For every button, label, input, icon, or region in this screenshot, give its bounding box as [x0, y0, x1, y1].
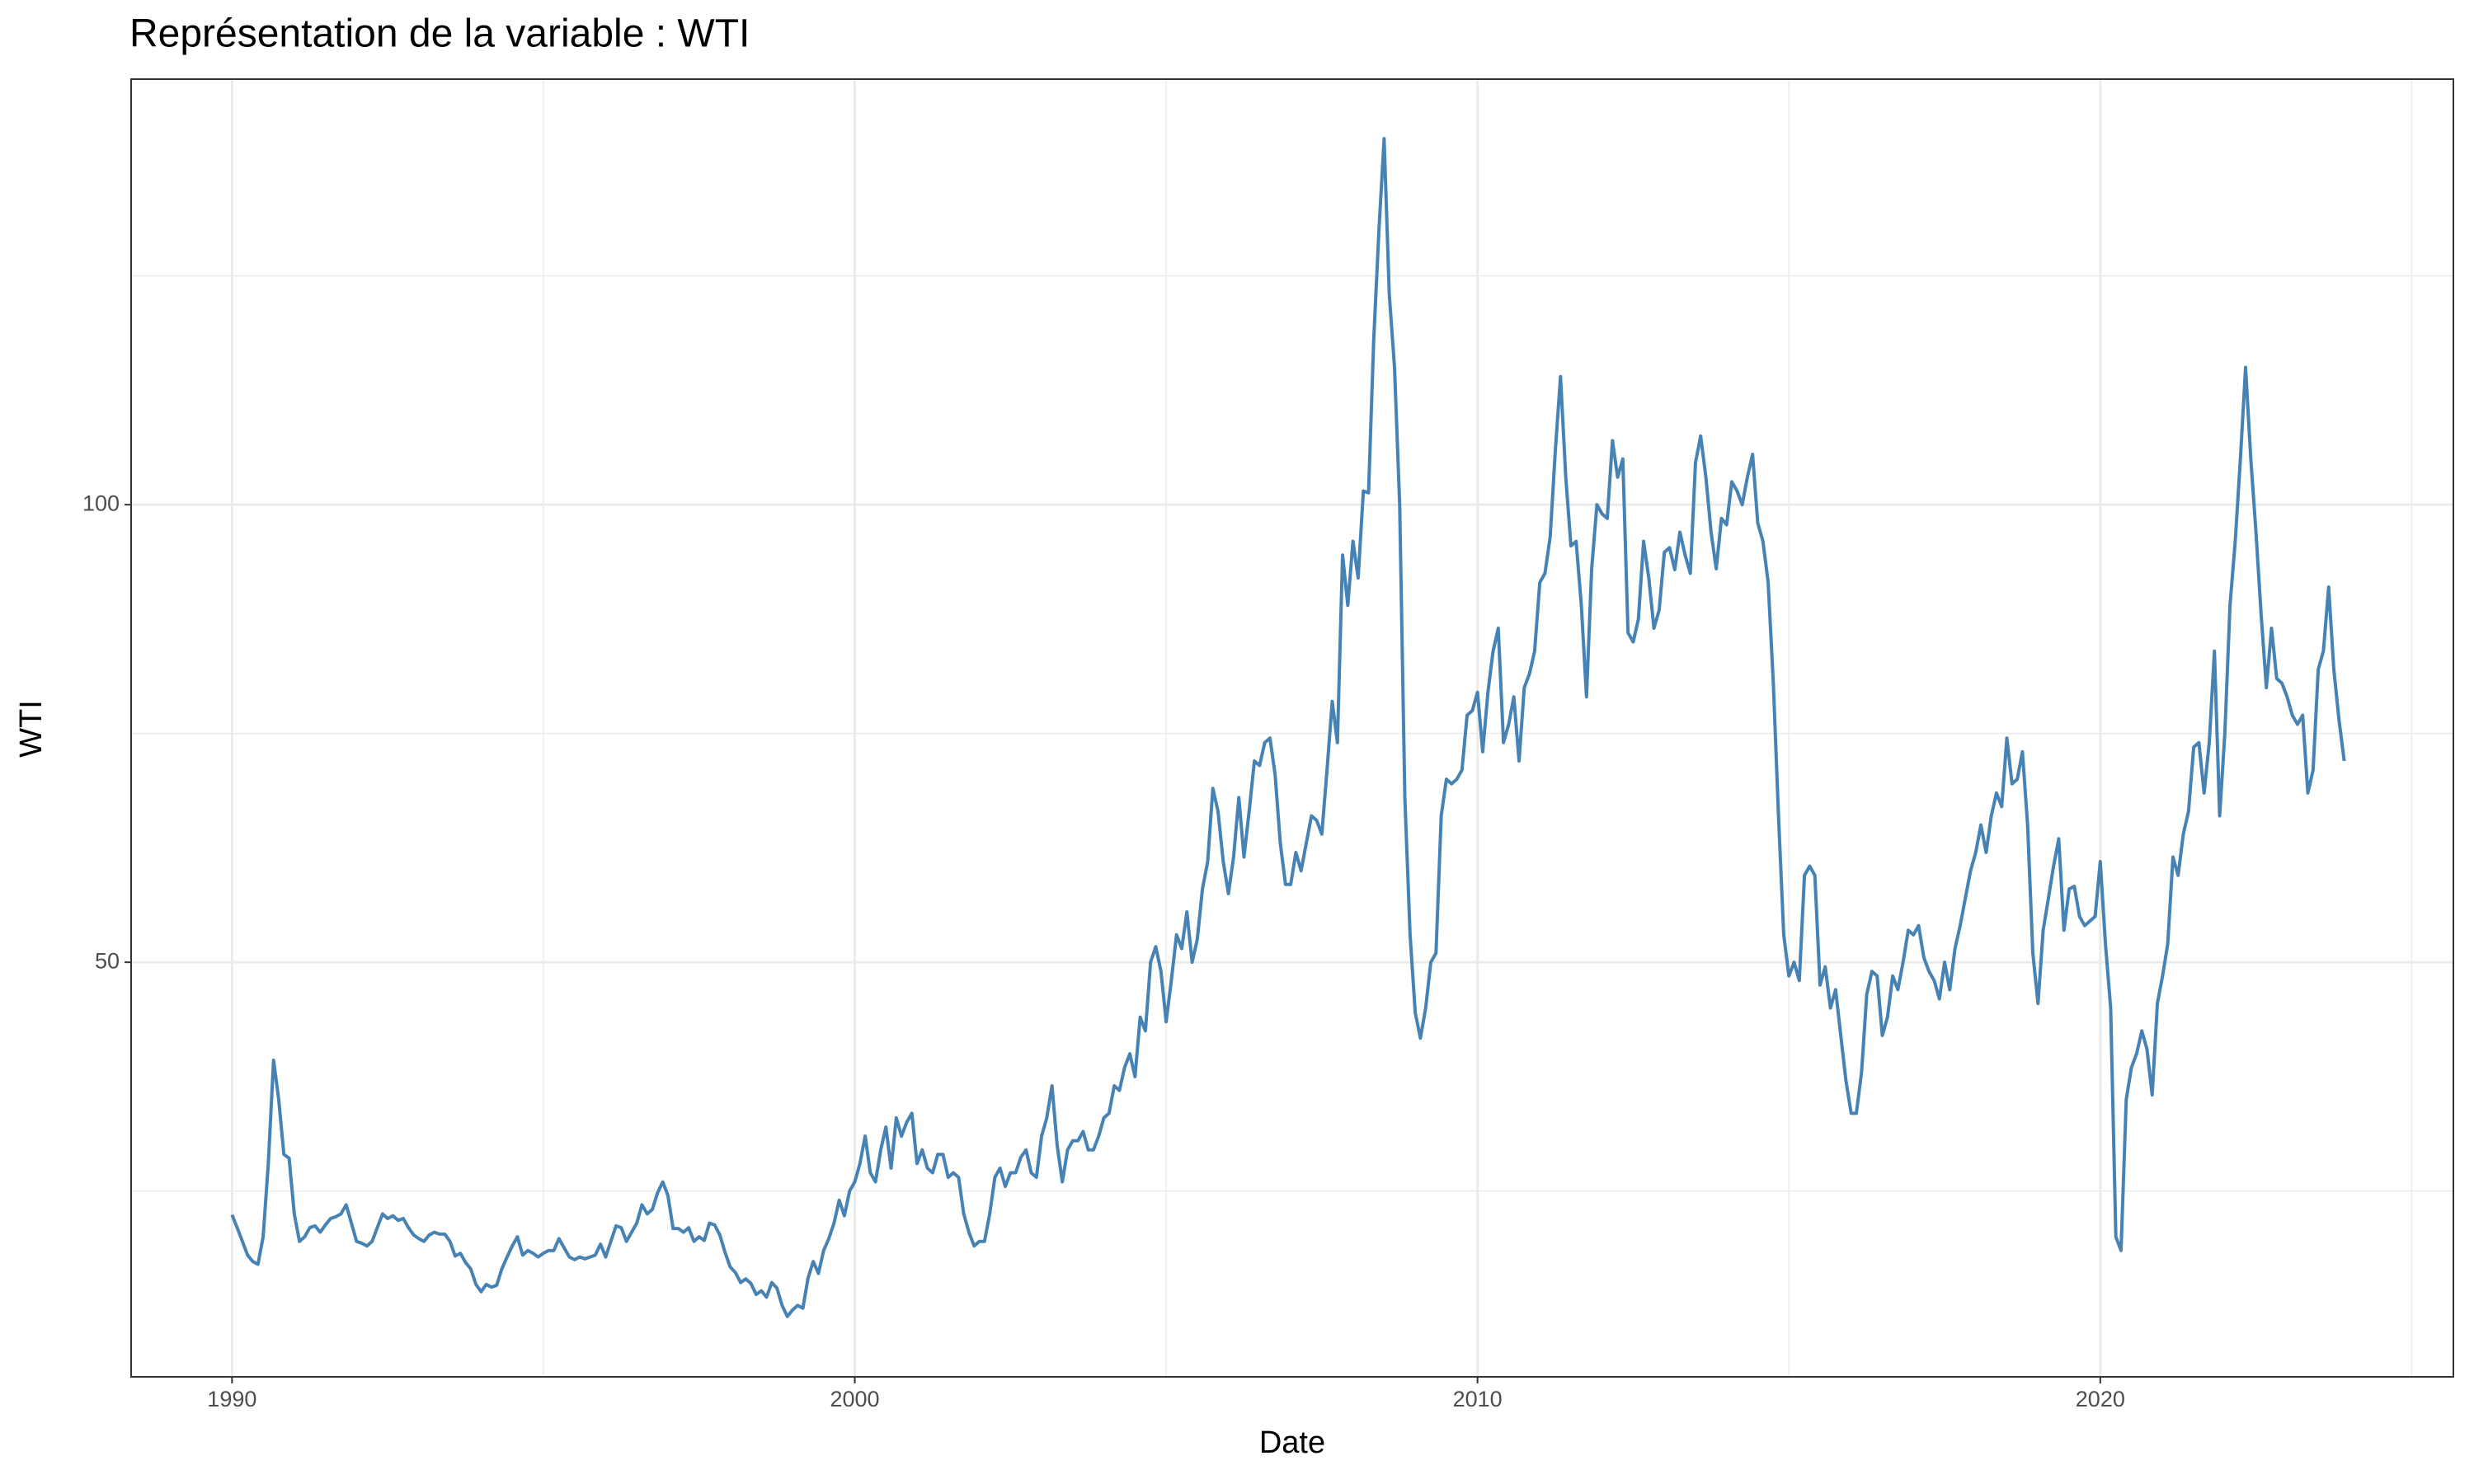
plot-area	[230, 137, 2346, 1318]
data-line	[230, 137, 2346, 1318]
chart-title: Représentation de la variable : WTI	[129, 12, 750, 56]
x-tick-label: 2020	[2076, 1387, 2125, 1411]
y-axis-title: WTI	[14, 700, 49, 758]
x-axis-title: Date	[1259, 1425, 1325, 1460]
y-tick-label: 50	[95, 948, 120, 973]
x-tick-label: 2010	[1453, 1387, 1503, 1411]
x-tick-label: 2000	[830, 1387, 879, 1411]
grid	[131, 79, 2453, 1377]
panel-border	[130, 78, 2454, 1378]
x-tick-label: 1990	[207, 1387, 256, 1411]
y-tick-label: 100	[82, 491, 120, 515]
